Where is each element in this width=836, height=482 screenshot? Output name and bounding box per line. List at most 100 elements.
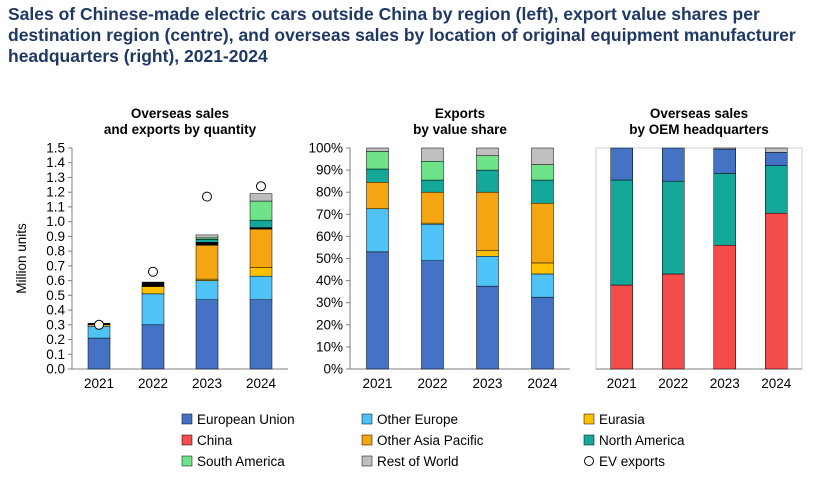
y-tick-label: 60% xyxy=(316,229,343,244)
legend-label-other-europe: Other Europe xyxy=(377,412,458,427)
legend-label-eurasia: Eurasia xyxy=(599,412,645,427)
bar-segment-north-america-2024 xyxy=(531,179,554,204)
y-tick-label: 70% xyxy=(316,207,343,222)
bar-segment-rest-of-world-2023 xyxy=(195,234,219,239)
bar-segment-china-2022 xyxy=(662,273,685,370)
legend-label-rest-of-world: Rest of World xyxy=(377,454,459,469)
bar-segment-china-2023 xyxy=(713,244,736,370)
chart-title: Sales of Chinese-made electric cars outs… xyxy=(8,4,796,66)
bar-segment-european-union-2021 xyxy=(366,251,389,370)
bar-segment-south-america-2022 xyxy=(421,161,444,181)
x-tick-label: 2023 xyxy=(710,376,740,391)
y-tick-label: 0.6 xyxy=(46,273,65,288)
bar-segment-other-asia-pacific-2021 xyxy=(366,182,389,210)
y-tick-label: 1.4 xyxy=(46,155,65,170)
legend-marker-ev-exports xyxy=(584,456,594,466)
x-tick-label: 2023 xyxy=(472,376,502,391)
y-tick-label: 0.5 xyxy=(46,288,65,303)
panel-title-line: by OEM headquarters xyxy=(629,122,769,137)
bar-segment-china-2024 xyxy=(765,212,788,370)
y-tick-label: 30% xyxy=(316,295,343,310)
y-tick-label: 0.2 xyxy=(46,332,65,347)
legend-label-european-union: European Union xyxy=(197,412,295,427)
ev-exports-point-2022 xyxy=(148,266,158,277)
panel-title-line: Overseas sales xyxy=(650,106,748,121)
bar-segment-north-america-2024 xyxy=(249,219,273,228)
legend: European Union Other Europe Eurasia China Ot… xyxy=(181,412,685,469)
bar-segment-black-2022 xyxy=(141,281,165,287)
bar-segment-north-america-2023 xyxy=(713,173,736,246)
bar-segment-european-union-2024 xyxy=(765,152,788,166)
bar-segment-north-america-2023 xyxy=(195,239,219,243)
bar-segment-south-america-2023 xyxy=(476,155,499,171)
bar-segment-other-europe-2022 xyxy=(141,293,165,326)
bar-segment-other-europe-2023 xyxy=(476,256,499,287)
y-tick-label: 80% xyxy=(316,185,343,200)
bar-segment-other-europe-2024 xyxy=(249,275,273,301)
bar-segment-european-union-2021 xyxy=(610,147,633,181)
bar-segment-eurasia-2022 xyxy=(141,286,165,295)
bar-segment-south-america-2021 xyxy=(366,151,389,170)
ev-exports-point-2021 xyxy=(94,319,104,330)
y-tick-label: 0.0 xyxy=(46,362,65,377)
x-tick-label: 2021 xyxy=(84,376,114,391)
bar-segment-other-europe-2022 xyxy=(421,223,444,261)
x-tick-label: 2024 xyxy=(246,376,277,391)
ev-exports-point-2024 xyxy=(256,181,266,192)
y-tick-label: 0.9 xyxy=(46,229,65,244)
y-tick-label: 0.3 xyxy=(46,317,65,332)
y-tick-label: 1.3 xyxy=(46,170,65,185)
legend-swatch-rest-of-world xyxy=(361,455,373,467)
y-tick-label: 10% xyxy=(316,339,343,354)
bar-segment-rest-of-world-2021 xyxy=(366,147,389,152)
bar-segment-south-america-2024 xyxy=(249,200,273,221)
legend-label-north-america: North America xyxy=(599,433,685,448)
x-tick-label: 2024 xyxy=(761,376,792,391)
legend-label-south-america: South America xyxy=(197,454,285,469)
x-tick-label: 2023 xyxy=(192,376,222,391)
bar-segment-rest-of-world-2024 xyxy=(765,147,788,153)
bar-segment-other-asia-pacific-2022 xyxy=(421,191,444,224)
bar-segment-rest-of-world-2023 xyxy=(713,147,736,150)
panel-title-line: Exports xyxy=(435,106,485,121)
x-tick-label: 2021 xyxy=(362,376,392,391)
bar-segment-north-america-2024 xyxy=(765,165,788,214)
bar-segment-eurasia-2024 xyxy=(531,262,554,275)
panel-title-line: by value share xyxy=(413,122,507,137)
bar-segment-north-america-2021 xyxy=(610,179,633,286)
bar-segment-european-union-2022 xyxy=(421,260,444,370)
bar-segment-rest-of-world-2024 xyxy=(531,147,554,165)
bar-segment-rest-of-world-2022 xyxy=(421,147,444,162)
y-tick-label: 90% xyxy=(316,163,343,178)
bar-segment-black-2023 xyxy=(195,242,219,246)
bar-segment-other-europe-2021 xyxy=(366,208,389,253)
bar-segment-european-union-2023 xyxy=(195,299,219,370)
y-tick-label: 0.4 xyxy=(46,303,65,318)
legend-swatch-china xyxy=(181,434,193,446)
bar-segment-china-2021 xyxy=(610,284,633,370)
bar-segment-eurasia-2024 xyxy=(249,267,273,277)
bar-segment-european-union-2023 xyxy=(476,285,499,370)
bar-segment-other-asia-pacific-2023 xyxy=(476,191,499,252)
y-tick-label: 0.7 xyxy=(46,258,65,273)
legend-label-other-asia-pacific: Other Asia Pacific xyxy=(377,433,484,448)
bar-segment-rest-of-world-2024 xyxy=(249,193,273,202)
x-tick-label: 2022 xyxy=(138,376,168,391)
x-tick-label: 2022 xyxy=(658,376,688,391)
y-axis-label: Million units xyxy=(14,223,29,294)
legend-swatch-south-america xyxy=(181,455,193,467)
y-tick-label: 50% xyxy=(316,251,343,266)
y-tick-label: 1.0 xyxy=(46,214,65,229)
bar-segment-european-union-2024 xyxy=(249,299,273,370)
x-tick-label: 2024 xyxy=(527,376,558,391)
legend-swatch-other-asia-pacific xyxy=(361,434,373,446)
bar-segment-european-union-2023 xyxy=(713,148,736,174)
bar-segment-north-america-2022 xyxy=(662,180,685,275)
y-tick-label: 40% xyxy=(316,273,343,288)
panel-title-line: and exports by quantity xyxy=(104,122,257,137)
legend-swatch-north-america xyxy=(583,434,595,446)
